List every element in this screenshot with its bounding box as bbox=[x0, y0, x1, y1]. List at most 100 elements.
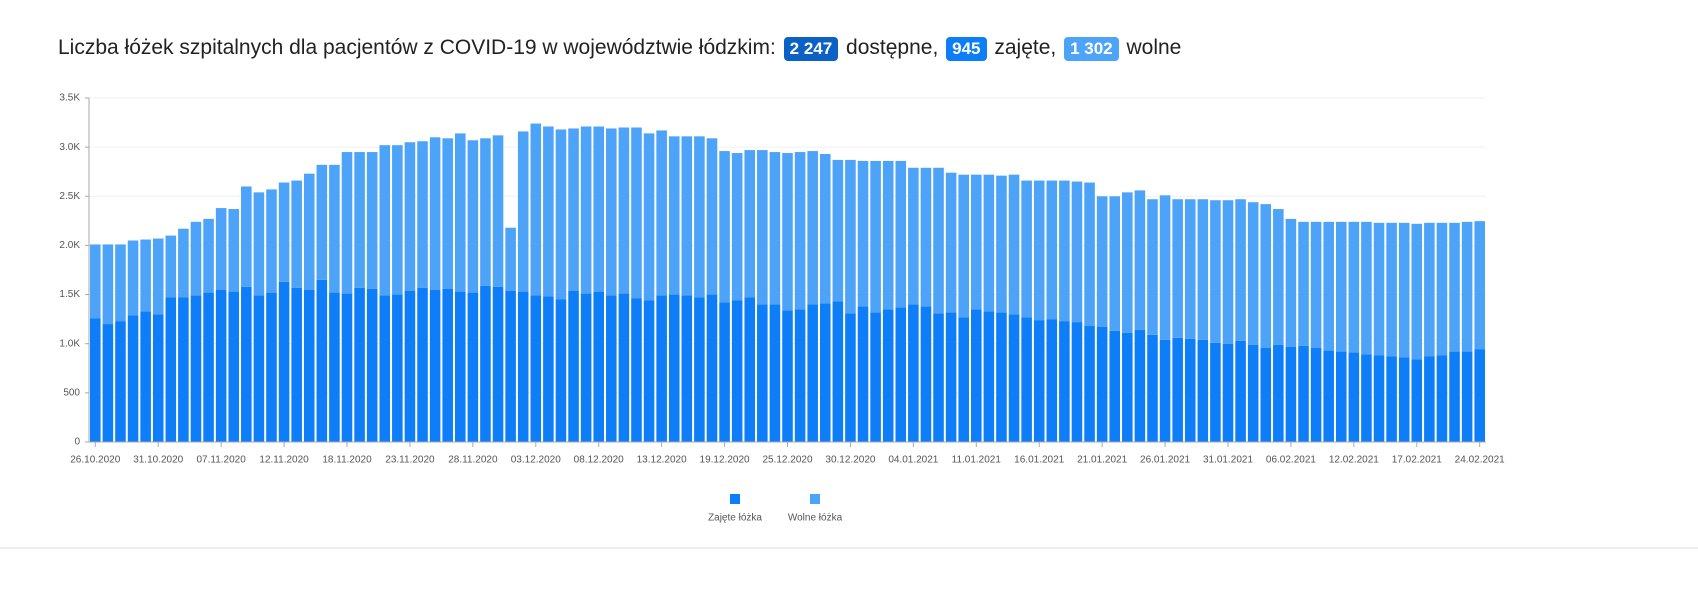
stat-badge: 2 247 bbox=[783, 37, 839, 61]
bar-segment bbox=[1348, 221, 1360, 353]
bar-segment bbox=[757, 304, 768, 442]
bar-segment bbox=[1122, 192, 1133, 333]
bar-segment bbox=[1046, 180, 1058, 320]
bar-segment bbox=[656, 130, 667, 296]
bar-segment bbox=[253, 295, 265, 442]
bar-segment bbox=[819, 303, 831, 442]
bar-segment bbox=[341, 152, 353, 294]
bar-segment bbox=[1424, 356, 1435, 442]
x-tick-label: 23.11.2020 bbox=[385, 455, 435, 466]
bar-segment bbox=[782, 153, 793, 311]
x-tick-label: 16.01.2021 bbox=[1014, 455, 1064, 466]
bar-segment bbox=[429, 289, 441, 442]
x-tick-label: 28.11.2020 bbox=[448, 455, 498, 466]
bar-segment bbox=[1210, 200, 1221, 343]
bar-segment bbox=[442, 288, 453, 442]
bar-segment bbox=[694, 297, 705, 442]
y-tick-label: 0 bbox=[74, 437, 80, 448]
bar-segment bbox=[266, 189, 277, 293]
bar-segment bbox=[291, 180, 302, 288]
bar-segment bbox=[366, 152, 378, 289]
bar-segment bbox=[1323, 221, 1334, 351]
x-tick-label: 31.10.2020 bbox=[133, 455, 183, 466]
bar-segment bbox=[731, 153, 743, 301]
x-tick-label: 30.12.2020 bbox=[825, 455, 875, 466]
bar-segment bbox=[1461, 221, 1473, 352]
bar-segment bbox=[228, 291, 240, 442]
bar-segment bbox=[618, 293, 630, 442]
bar-segment bbox=[769, 152, 781, 305]
bar-segment bbox=[505, 290, 516, 442]
bar-segment bbox=[454, 291, 466, 442]
bar-segment bbox=[1373, 222, 1385, 356]
bar-segment bbox=[115, 244, 126, 322]
x-tick-label: 21.01.2021 bbox=[1077, 455, 1127, 466]
y-tick-label: 3.5K bbox=[59, 93, 80, 104]
bar-segment bbox=[1210, 342, 1221, 442]
legend-swatch bbox=[730, 494, 740, 504]
bar-segment bbox=[543, 126, 554, 297]
x-tick-label: 31.01.2021 bbox=[1203, 455, 1253, 466]
bar-segment bbox=[1021, 317, 1032, 442]
bar-segment bbox=[882, 160, 894, 310]
bar-segment bbox=[1373, 355, 1385, 442]
x-tick-label: 24.02.2021 bbox=[1455, 455, 1505, 466]
bar-segment bbox=[580, 126, 592, 294]
bar-segment bbox=[1109, 196, 1121, 331]
bar-segment bbox=[392, 145, 403, 295]
bar-segment bbox=[845, 313, 856, 442]
bar-segment bbox=[1386, 222, 1397, 357]
bar-segment bbox=[379, 295, 391, 442]
y-tick-label: 1.0K bbox=[59, 338, 80, 349]
bar-segment bbox=[807, 304, 818, 442]
bar-segment bbox=[618, 127, 630, 294]
bar-segment bbox=[1235, 199, 1246, 341]
x-tick-label: 03.12.2020 bbox=[511, 455, 561, 466]
bar-segment bbox=[794, 309, 806, 442]
bar-segment bbox=[1323, 350, 1334, 442]
bar-segment bbox=[165, 297, 177, 442]
bar-segment bbox=[215, 208, 227, 290]
x-tick-label: 26.10.2020 bbox=[70, 455, 120, 466]
y-tick-label: 500 bbox=[63, 387, 80, 398]
bar-segment bbox=[467, 292, 479, 442]
bar-segment bbox=[782, 310, 793, 442]
bar-segment bbox=[278, 281, 290, 442]
y-tick-label: 3.0K bbox=[59, 142, 80, 153]
bar-segment bbox=[996, 175, 1007, 313]
bar-segment bbox=[530, 295, 542, 442]
bar-segment bbox=[920, 306, 932, 442]
x-tick-label: 12.11.2020 bbox=[259, 455, 309, 466]
bar-segment bbox=[1184, 338, 1196, 442]
bar-segment bbox=[1285, 218, 1297, 347]
bar-segment bbox=[152, 314, 164, 442]
bar-segment bbox=[316, 279, 328, 442]
bar-segment bbox=[719, 151, 730, 303]
bar-segment bbox=[933, 167, 944, 314]
bar-segment bbox=[480, 285, 491, 442]
bar-segment bbox=[178, 297, 189, 442]
bar-segment bbox=[1033, 180, 1045, 321]
bar-segment bbox=[417, 141, 428, 288]
bar-segment bbox=[102, 244, 114, 325]
bar-segment bbox=[731, 300, 743, 442]
bar-segment bbox=[593, 126, 605, 292]
bar-segment bbox=[1096, 327, 1108, 442]
bar-segment bbox=[857, 160, 869, 307]
bar-segment bbox=[366, 288, 378, 442]
bar-segment bbox=[1134, 329, 1146, 442]
bar-segment bbox=[1071, 322, 1083, 442]
bar-segment bbox=[1021, 180, 1032, 318]
bar-segment bbox=[555, 299, 567, 442]
bar-segment bbox=[429, 137, 441, 290]
bar-segment bbox=[1260, 347, 1272, 442]
bar-segment bbox=[140, 311, 151, 442]
bar-segment bbox=[1084, 326, 1095, 442]
bar-segment bbox=[1222, 200, 1234, 344]
chart-title: Liczba łóżek szpitalnych dla pacjentów z… bbox=[58, 36, 1181, 61]
bar-segment bbox=[102, 324, 114, 442]
bar-segment bbox=[996, 312, 1007, 442]
bar-segment bbox=[354, 152, 365, 288]
x-tick-label: 18.11.2020 bbox=[322, 455, 372, 466]
